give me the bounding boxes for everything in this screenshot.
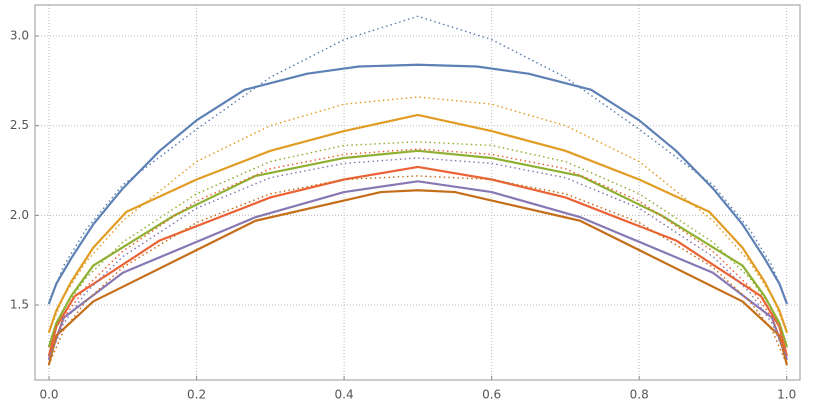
dotted-line — [48, 148, 788, 357]
solid-line — [47, 189, 788, 366]
plot-frame — [34, 4, 801, 381]
y-tick-label: 1.5 — [10, 298, 29, 312]
x-tick-label: 0.2 — [187, 388, 206, 402]
x-tick-label: 0.6 — [482, 388, 501, 402]
solid-line — [47, 149, 788, 348]
dotted-line — [48, 96, 788, 333]
dotted-line — [48, 141, 788, 348]
solid-line — [47, 63, 788, 305]
solid-line — [47, 180, 788, 360]
y-tick-label: 3.0 — [10, 29, 29, 43]
solid-line — [47, 113, 788, 334]
dotted-line — [48, 175, 788, 366]
x-tick-label: 1.0 — [777, 388, 796, 402]
x-tick-label: 0.0 — [39, 388, 58, 402]
y-tick-label: 2.5 — [10, 118, 29, 132]
dotted-line — [48, 157, 788, 360]
solid-line — [47, 165, 788, 357]
dotted-line — [48, 15, 788, 305]
y-tick-label: 2.0 — [10, 208, 29, 222]
x-tick-label: 0.4 — [335, 388, 354, 402]
x-tick-label: 0.8 — [630, 388, 649, 402]
